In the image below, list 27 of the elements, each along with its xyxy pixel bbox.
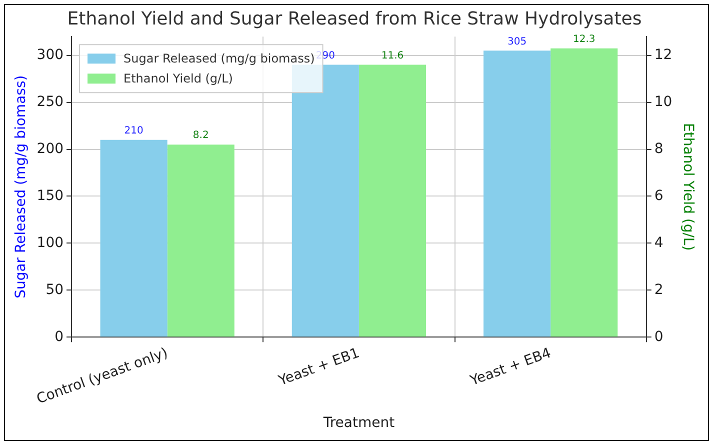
legend-label: Ethanol Yield (g/L) <box>124 72 233 86</box>
chart-title: Ethanol Yield and Sugar Released from Rice Straw Hydrolysates <box>67 8 642 30</box>
legend-label: Sugar Released (mg/g biomass) <box>124 52 315 66</box>
y-axis-title: Sugar Released (mg/g biomass) <box>13 75 30 298</box>
y-tick-label: 200 <box>36 140 64 157</box>
y2-tick-label: 8 <box>654 140 664 157</box>
y-tick-label: 150 <box>36 188 64 204</box>
y2-tick-label: 4 <box>654 234 664 251</box>
y2-tick-label: 2 <box>654 282 664 298</box>
y2-tick-label: 12 <box>654 47 672 64</box>
data-label: 11.6 <box>381 50 404 62</box>
data-label: 210 <box>124 125 144 136</box>
data-label: 8.2 <box>192 130 209 142</box>
x-tick-label: Yeast + EB1 <box>276 345 362 390</box>
y2-tick-label: 6 <box>654 188 664 204</box>
y-tick-label: 50 <box>46 282 64 298</box>
y2-tick-label: 0 <box>654 328 664 345</box>
data-label: 305 <box>507 36 527 48</box>
y2-axis-title: Ethanol Yield (g/L) <box>680 123 696 251</box>
y-tick-label: 100 <box>36 234 64 251</box>
x-axis-title: Treatment <box>322 415 396 432</box>
y-tick-label: 0 <box>54 328 64 345</box>
x-tick-label: Yeast + EB4 <box>467 345 554 390</box>
data-label: 12.3 <box>572 34 596 45</box>
y2-tick-label: 10 <box>654 94 672 110</box>
y-tick-label: 250 <box>36 94 64 110</box>
y-tick-label: 300 <box>36 47 64 64</box>
